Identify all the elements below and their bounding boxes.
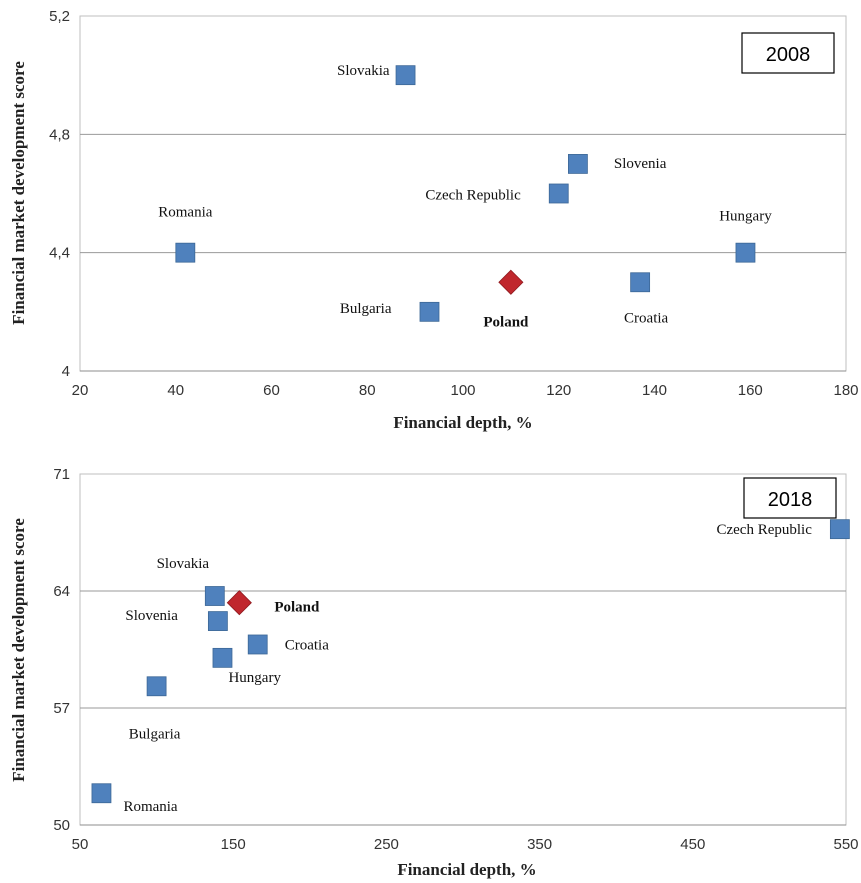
x-tick-label-2018-0: 50 [72,836,89,853]
point-croatia-2018 [247,634,268,655]
year-box-2008 [741,32,835,74]
point-labels-2008: Slovakia Slovenia Czech Republic Romania Hun… [158,63,772,330]
x-axis-title-2018: Financial depth, % [397,860,536,879]
x-axis-title-2008: Financial depth, % [393,413,532,432]
point-romania-2018 [91,783,112,804]
point-slovakia-2008 [395,65,416,86]
y-tick-label-2018-1: 57 [53,700,70,717]
points-2008 [175,65,756,322]
point-label-romania-2018: Romania [123,799,177,815]
x-tick-label-2008-1: 40 [167,382,184,399]
y-axis-title-2008: Financial market development score [9,61,28,325]
chart-2018: 50 150 250 350 450 550 50 57 64 71 Czech Republi… [9,466,859,879]
point-label-croatia-2018: Croatia [285,637,329,653]
y-tick-label-2018-2: 64 [53,583,70,600]
point-label-croatia-2008: Croatia [624,310,668,326]
x-tick-label-2008-5: 120 [546,382,571,399]
y-tick-label-2008-2: 4,8 [49,126,70,143]
point-label-hungary-2018: Hungary [228,670,281,686]
x-tick-label-2018-4: 450 [680,836,705,853]
x-tick-label-2018-1: 150 [221,836,246,853]
point-poland-2018 [226,590,252,616]
point-bulgaria-2018 [146,676,167,697]
point-label-slovenia-2008: Slovenia [614,156,667,172]
point-czech-republic-2018 [829,519,850,540]
y-axis-title-2018: Financial market development score [9,518,28,782]
x-tick-label-2008-6: 140 [642,382,667,399]
point-hungary-2008 [735,242,756,263]
point-romania-2008 [175,242,196,263]
point-labels-2018: Czech Republic Slovakia Poland Slovenia Croa… [123,522,812,815]
point-poland-2008 [498,269,524,295]
point-slovakia-2018 [204,586,225,606]
x-tick-label-2008-4: 100 [450,382,475,399]
x-tick-label-2018-2: 250 [374,836,399,853]
point-label-czech-republic-2018: Czech Republic [716,522,812,538]
point-label-hungary-2008: Hungary [719,209,772,225]
point-label-slovenia-2018: Slovenia [125,608,178,624]
point-label-slovakia-2018: Slovakia [157,556,210,572]
y-tick-label-2008-1: 4,4 [49,245,70,262]
point-czech-republic-2008 [548,183,569,204]
point-slovenia-2018 [207,611,228,631]
y-ticks-2018: 50 57 64 71 [53,466,70,834]
year-label-2018: 2018 [768,489,813,511]
x-tick-label-2008-8: 180 [833,382,858,399]
point-label-poland-2018: Poland [274,600,320,616]
point-label-bulgaria-2008: Bulgaria [340,301,392,317]
grid-2008 [80,133,846,372]
x-ticks-2008: 20 40 60 80 100 120 140 160 180 [72,382,859,399]
y-tick-label-2008-3: 5,2 [49,8,70,25]
x-ticks-2018: 50 150 250 350 450 550 [72,836,859,853]
point-label-poland-2008: Poland [483,314,529,330]
points-2018 [91,519,850,804]
year-label-2008: 2008 [766,44,811,66]
point-slovenia-2008 [568,154,588,174]
year-box-2018 [743,477,837,519]
chart-2008: 20 40 60 80 100 120 140 160 180 4 4,4 4,8 5,2 Slova… [9,8,859,432]
y-ticks-2008: 4 4,4 4,8 5,2 [49,8,70,380]
point-hungary-2018 [212,647,233,668]
y-tick-label-2008-0: 4 [62,363,70,380]
y-tick-label-2018-0: 50 [53,817,70,834]
point-croatia-2008 [630,272,651,293]
x-tick-label-2008-0: 20 [72,382,89,399]
x-tick-label-2008-3: 80 [359,382,376,399]
x-tick-label-2018-5: 550 [833,836,858,853]
x-tick-label-2018-3: 350 [527,836,552,853]
x-tick-label-2008-7: 160 [738,382,763,399]
y-tick-label-2018-3: 71 [53,466,70,483]
point-label-romania-2008: Romania [158,205,212,221]
point-bulgaria-2008 [419,301,440,322]
x-tick-label-2008-2: 60 [263,382,280,399]
point-label-bulgaria-2018: Bulgaria [129,726,181,742]
point-label-czech-republic-2008: Czech Republic [425,188,521,204]
point-label-slovakia-2008: Slovakia [337,63,390,79]
